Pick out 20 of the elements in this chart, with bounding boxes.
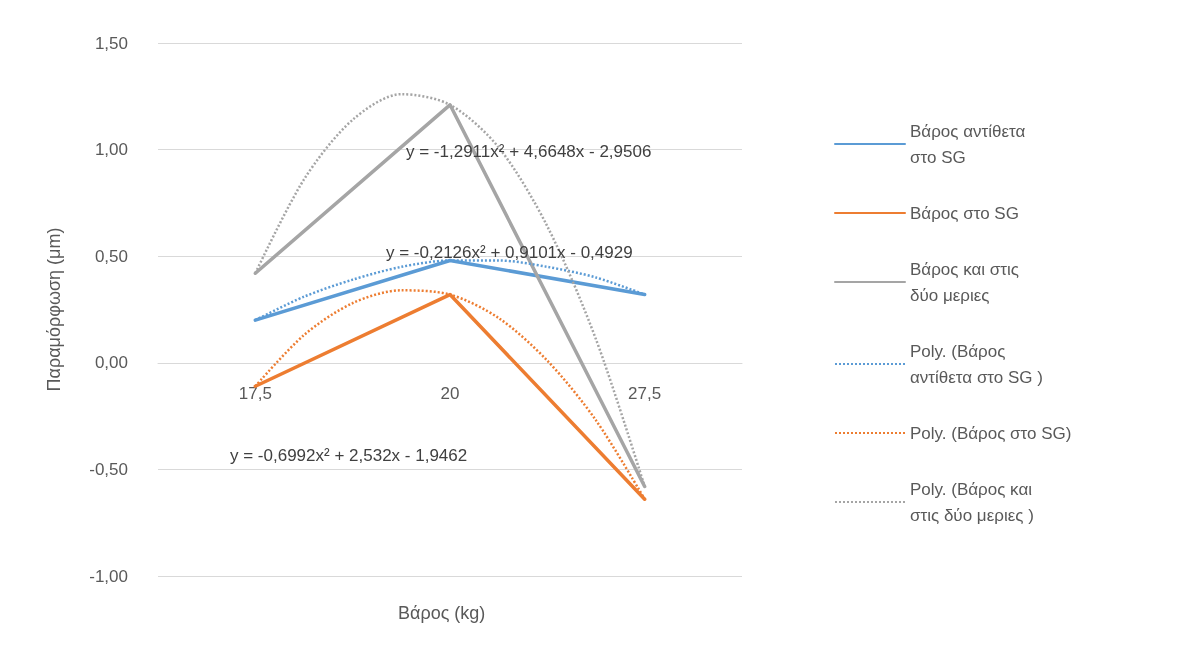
legend-label: Poly. (Βάρος αντίθετα στο SG )	[910, 341, 1043, 387]
legend-label: Poly. (Βάρος στο SG)	[910, 423, 1072, 443]
x-tick-label: 27,5	[628, 383, 662, 403]
y-tick-label: -0,50	[89, 459, 128, 479]
y-tick-label: -1,00	[89, 566, 128, 586]
legend-label: Βάρος και στις δύο μεριες	[910, 259, 1024, 305]
y-axis-title: Παραμόρφωση (μm)	[44, 227, 64, 392]
annotation: y = -1,2911x² + 4,6648x - 2,9506	[406, 142, 652, 161]
y-tick-label: 1,50	[94, 33, 128, 53]
y-tick-label: 0,50	[94, 246, 128, 266]
y-tick-label: 0,00	[94, 353, 128, 373]
x-tick-label: 20	[440, 383, 460, 403]
legend-label: Poly. (Βάρος και στις δύο μεριες )	[910, 479, 1037, 525]
x-tick-label: 17,5	[238, 383, 272, 403]
annotation: y = -0,2126x² + 0,9101x - 0,4929	[386, 243, 633, 262]
y-tick-label: 1,00	[94, 140, 128, 160]
legend-label: Βάρος στο SG	[910, 203, 1019, 223]
legend-label: Βάρος αντίθετα στο SG	[910, 121, 1031, 167]
annotation: y = -0,6992x² + 2,532x - 1,9462	[230, 446, 468, 465]
x-axis-title: Βάρος (kg)	[398, 603, 486, 623]
